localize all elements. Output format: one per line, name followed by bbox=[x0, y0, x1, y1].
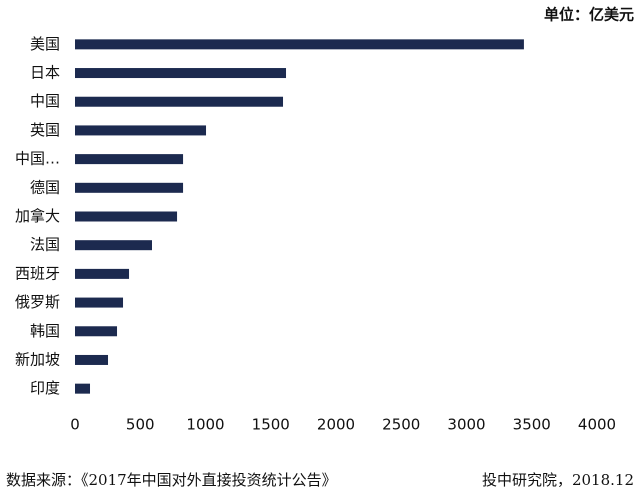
y-tick-label: 日本 bbox=[30, 64, 60, 82]
x-tick-label: 3500 bbox=[513, 416, 551, 434]
x-tick-label: 4000 bbox=[578, 416, 616, 434]
y-tick-label: 韩国 bbox=[30, 322, 60, 340]
bar bbox=[75, 383, 91, 394]
y-tick-label: 中国 bbox=[30, 92, 60, 110]
bar bbox=[75, 211, 178, 222]
unit-label: 单位：亿美元 bbox=[544, 6, 634, 24]
y-tick-label: 加拿大 bbox=[15, 207, 60, 225]
bar bbox=[75, 68, 287, 79]
bar bbox=[75, 240, 152, 251]
bar bbox=[75, 268, 130, 279]
x-tick-label: 3000 bbox=[447, 416, 485, 434]
x-tick-label: 500 bbox=[126, 416, 155, 434]
bar bbox=[75, 354, 109, 365]
y-tick-label: 中国… bbox=[15, 150, 60, 168]
bar bbox=[75, 154, 184, 165]
bar bbox=[75, 125, 207, 136]
x-tick-label: 1000 bbox=[186, 416, 224, 434]
y-tick-label: 新加坡 bbox=[15, 350, 60, 368]
y-tick-label: 印度 bbox=[30, 379, 60, 397]
y-tick-label: 西班牙 bbox=[15, 264, 60, 282]
y-tick-label: 俄罗斯 bbox=[15, 293, 60, 311]
y-tick-label: 法国 bbox=[30, 236, 60, 254]
y-tick-label: 德国 bbox=[30, 178, 60, 196]
x-tick-label: 2500 bbox=[382, 416, 420, 434]
bar bbox=[75, 297, 124, 308]
credit: 投中研究院，2018.12 bbox=[482, 471, 634, 489]
bar bbox=[75, 182, 184, 193]
bar bbox=[75, 39, 524, 50]
x-tick-label: 1500 bbox=[252, 416, 290, 434]
x-tick-label: 0 bbox=[70, 416, 80, 434]
bar bbox=[75, 96, 284, 107]
y-tick-label: 美国 bbox=[30, 35, 60, 53]
y-tick-label: 英国 bbox=[30, 121, 60, 139]
bar bbox=[75, 326, 118, 337]
x-tick-label: 2000 bbox=[317, 416, 355, 434]
source: 数据来源：《2017年中国对外直接投资统计公告》 bbox=[6, 471, 337, 489]
